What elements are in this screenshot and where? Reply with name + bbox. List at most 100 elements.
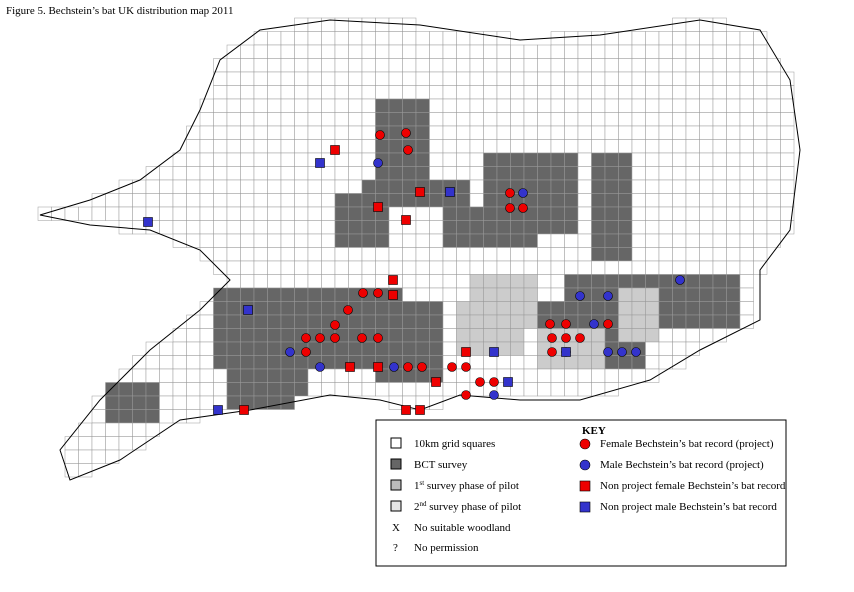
- grid-square: [429, 98, 444, 113]
- grid-square: [402, 382, 417, 397]
- grid-square: [267, 301, 282, 316]
- grid-square: [307, 71, 322, 86]
- grid-square: [429, 314, 444, 329]
- grid-square: [510, 328, 525, 343]
- grid-square: [631, 368, 646, 383]
- grid-square: [699, 71, 714, 86]
- record-marker: [505, 203, 515, 213]
- grid-square: [496, 355, 511, 370]
- grid-square: [658, 260, 673, 275]
- grid-square: [415, 233, 430, 248]
- grid-square: [496, 287, 511, 302]
- grid-square: [132, 395, 147, 410]
- grid-square: [415, 112, 430, 127]
- grid-square: [591, 85, 606, 100]
- grid-square: [523, 314, 538, 329]
- grid-square: [699, 179, 714, 194]
- grid-square: [550, 382, 565, 397]
- grid-square: [307, 31, 322, 46]
- grid-square: [672, 328, 687, 343]
- grid-square: [469, 71, 484, 86]
- grid-square: [739, 287, 754, 302]
- grid-square: [537, 71, 552, 86]
- grid-square: [267, 355, 282, 370]
- grid-square: [375, 139, 390, 154]
- grid-square: [766, 220, 781, 235]
- grid-square: [685, 287, 700, 302]
- grid-square: [550, 287, 565, 302]
- grid-square: [334, 247, 349, 262]
- grid-square: [186, 355, 201, 370]
- grid-square: [267, 247, 282, 262]
- record-marker: [357, 333, 367, 343]
- grid-square: [375, 98, 390, 113]
- grid-square: [402, 314, 417, 329]
- record-marker: [461, 390, 471, 400]
- record-marker: [461, 362, 471, 372]
- grid-square: [618, 314, 633, 329]
- record-marker: [431, 377, 441, 387]
- grid-square: [267, 71, 282, 86]
- grid-square: [591, 328, 606, 343]
- grid-square: [199, 233, 214, 248]
- grid-square: [267, 152, 282, 167]
- grid-square: [375, 314, 390, 329]
- grid-square: [604, 152, 619, 167]
- grid-square: [415, 44, 430, 59]
- grid-square: [469, 166, 484, 181]
- grid-square: [672, 260, 687, 275]
- grid-square: [564, 166, 579, 181]
- grid-square: [631, 247, 646, 262]
- grid-square: [658, 355, 673, 370]
- grid-square: [199, 368, 214, 383]
- grid-square: [658, 220, 673, 235]
- grid-square: [118, 409, 133, 424]
- grid-square: [240, 206, 255, 221]
- grid-square: [253, 301, 268, 316]
- grid-square: [321, 44, 336, 59]
- grid-square: [375, 341, 390, 356]
- grid-square: [672, 17, 687, 32]
- grid-square: [577, 112, 592, 127]
- grid-square: [645, 220, 660, 235]
- grid-square: [456, 44, 471, 59]
- grid-square: [348, 85, 363, 100]
- grid-square: [672, 152, 687, 167]
- grid-square: [753, 44, 768, 59]
- grid-square: [348, 206, 363, 221]
- grid-square: [456, 260, 471, 275]
- grid-square: [618, 260, 633, 275]
- grid-square: [307, 247, 322, 262]
- grid-square: [348, 274, 363, 289]
- grid-square: [537, 301, 552, 316]
- grid-square: [685, 220, 700, 235]
- grid-square: [240, 71, 255, 86]
- grid-square: [618, 287, 633, 302]
- grid-square: [685, 85, 700, 100]
- grid-square: [307, 125, 322, 140]
- grid-square: [672, 233, 687, 248]
- grid-square: [442, 247, 457, 262]
- grid-square: [442, 274, 457, 289]
- grid-square: [267, 44, 282, 59]
- grid-square: [672, 287, 687, 302]
- grid-square: [766, 193, 781, 208]
- grid-square: [442, 85, 457, 100]
- grid-square: [726, 31, 741, 46]
- key-label: BCT survey: [414, 459, 468, 471]
- record-marker: [547, 347, 557, 357]
- grid-square: [753, 220, 768, 235]
- grid-square: [361, 314, 376, 329]
- grid-square: [739, 139, 754, 154]
- grid-square: [523, 341, 538, 356]
- grid-square: [726, 206, 741, 221]
- grid-square: [375, 31, 390, 46]
- record-marker: [403, 362, 413, 372]
- grid-square: [604, 58, 619, 73]
- grid-square: [780, 166, 795, 181]
- grid-square: [388, 44, 403, 59]
- grid-square: [483, 301, 498, 316]
- grid-square: [496, 328, 511, 343]
- grid-square: [280, 98, 295, 113]
- grid-square: [604, 328, 619, 343]
